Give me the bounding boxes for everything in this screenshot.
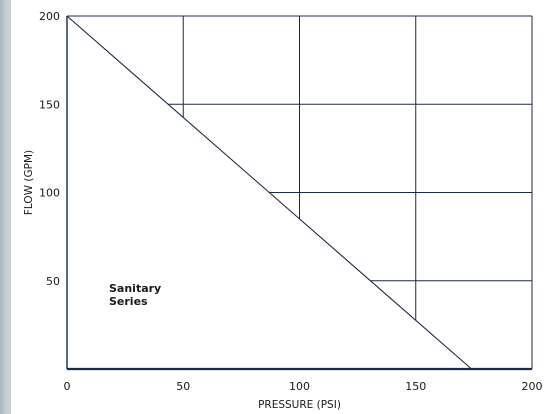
y-tick-label-50: 50 [46,275,60,288]
grid-lines [168,16,532,321]
axes [66,15,533,371]
flow-pressure-line [66,15,472,370]
x-axis-label: PRESSURE (PSI) [258,399,341,411]
y-tick-label-200: 200 [39,10,60,23]
y-axis-label: FLOW (GPM) [23,150,35,215]
y-tick-label-100: 100 [39,187,60,200]
annotation-line-2: Series [109,295,148,308]
x-tick-label-100: 100 [289,380,310,393]
series-group [66,15,472,370]
x-tick-label-150: 150 [405,380,426,393]
x-tick-label-200: 200 [522,380,543,393]
x-tick-label-50: 50 [176,380,190,393]
y-tick-label-150: 150 [39,98,60,111]
x-tick-label-0: 0 [64,380,71,393]
chart-panel: 0 50 100 150 200 50 100 150 200 PRESSURE (PSI) … [11,0,553,414]
y-tick-labels: 50 100 150 200 [39,10,60,288]
x-tick-labels: 0 50 100 150 200 [64,380,543,393]
annotation-line-1: Sanitary [109,282,161,295]
series-annotation: Sanitary Series [109,282,165,308]
